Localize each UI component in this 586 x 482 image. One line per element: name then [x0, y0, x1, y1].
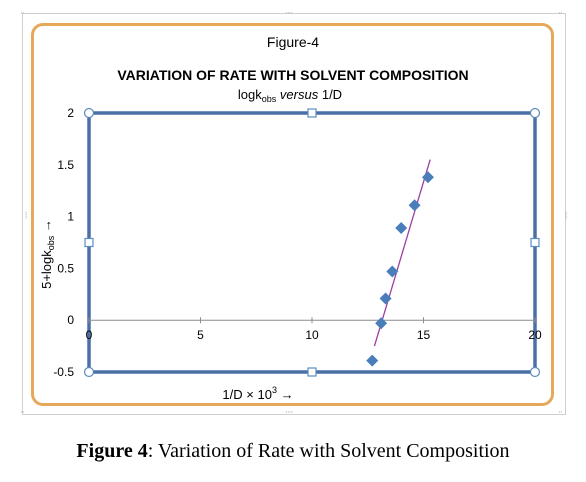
selection-handles: [83, 107, 541, 378]
x-tick-label: 20: [528, 328, 542, 342]
y-tick-label: -0.5: [53, 365, 74, 379]
corner-resize-handle[interactable]: [83, 366, 95, 378]
x-tick-label: 0: [86, 328, 93, 342]
caption-label: Figure 4: [76, 440, 148, 462]
data-point[interactable]: [421, 171, 434, 184]
y-axis-ticks: 2 1.5 1 0.5 0 -0.5: [53, 106, 74, 379]
data-point[interactable]: [379, 292, 392, 305]
caption-text: : Variation of Rate with Solvent Composi…: [147, 440, 510, 462]
y-tick-label: 1: [67, 210, 74, 224]
chart-area[interactable]: [31, 23, 554, 406]
chart-title: VARIATION OF RATE WITH SOLVENT COMPOSITI…: [117, 67, 468, 83]
edge-resize-handle[interactable]: [84, 237, 94, 248]
x-axis-ticks: 0 5 10 15 20: [86, 317, 542, 342]
x-tick-label: 10: [305, 328, 319, 342]
data-point[interactable]: [366, 354, 379, 367]
x-tick-label: 15: [417, 328, 431, 342]
resize-grip-top[interactable]: ····: [285, 9, 294, 19]
x-tick-label: 5: [197, 328, 204, 342]
resize-grip-bottom[interactable]: ····: [285, 408, 294, 418]
resize-grip-corner-tr[interactable]: ··: [558, 9, 563, 19]
y-axis-label: 5+logkobs →: [39, 219, 56, 289]
data-point[interactable]: [408, 199, 421, 212]
chart-subtitle: logkobs versus 1/D: [238, 87, 342, 104]
edge-resize-handle[interactable]: [530, 237, 540, 248]
trendline: [373, 159, 431, 347]
corner-resize-handle[interactable]: [529, 107, 541, 119]
corner-resize-handle[interactable]: [83, 107, 95, 119]
resize-grip-right[interactable]: ····: [560, 211, 570, 219]
resize-grip-corner-tl[interactable]: ··: [20, 9, 25, 19]
plot-area: 0 5 10 15 20 2 1.5 1 0.5 0 -0.5: [53, 106, 542, 379]
resize-grip-corner-bl[interactable]: ··: [20, 408, 25, 418]
data-point[interactable]: [395, 221, 408, 234]
corner-resize-handle[interactable]: [529, 366, 541, 378]
figure-caption: Figure 4: Variation of Rate with Solvent…: [0, 440, 586, 463]
edge-resize-handle[interactable]: [307, 367, 317, 377]
data-points: [366, 171, 434, 367]
y-tick-label: 0: [67, 313, 74, 327]
data-point[interactable]: [386, 265, 399, 278]
figure-label: Figure-4: [267, 34, 319, 50]
y-tick-label: 1.5: [57, 158, 74, 172]
resize-grip-corner-br[interactable]: ··: [558, 408, 563, 418]
y-tick-label: 2: [67, 106, 74, 120]
resize-grip-left[interactable]: ····: [20, 211, 30, 219]
edge-resize-handle[interactable]: [307, 108, 317, 118]
x-axis-label: 1/D × 103 →: [222, 385, 293, 402]
y-tick-label: 0.5: [57, 261, 74, 275]
data-point[interactable]: [375, 317, 388, 330]
